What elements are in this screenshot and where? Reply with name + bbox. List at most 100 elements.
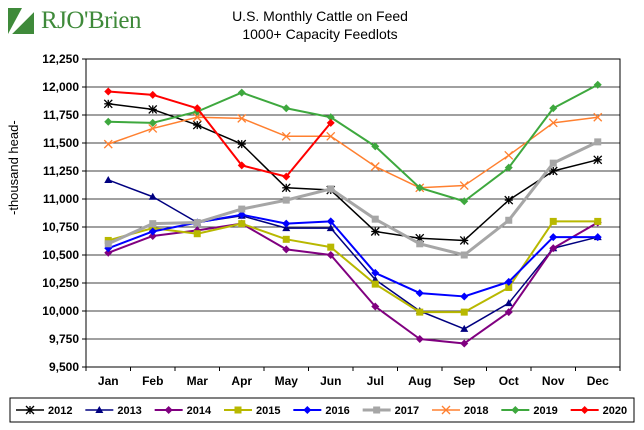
data-point-2015	[327, 243, 335, 251]
y-tick-label: 11,750	[43, 108, 79, 122]
legend-marker	[303, 406, 312, 414]
data-point-2017	[149, 220, 157, 228]
data-point-2018	[504, 150, 514, 160]
legend-marker	[95, 406, 104, 413]
y-tick-label: 11,250	[43, 164, 79, 178]
x-tick-label: Aug	[408, 374, 431, 388]
legend-label: 2014	[187, 405, 212, 417]
data-point-2017	[238, 205, 246, 213]
data-point-2013	[460, 324, 469, 332]
data-point-2016	[504, 277, 513, 286]
x-tick-label: Feb	[142, 374, 163, 388]
marker-stroke	[504, 150, 514, 160]
series-line-2014	[107, 221, 599, 345]
data-point-2016	[460, 292, 469, 301]
x-tick-label: May	[275, 374, 299, 388]
legend-box	[9, 397, 635, 423]
legend-label: 2017	[395, 405, 419, 417]
data-point-2012	[370, 227, 380, 236]
y-tick-label: 12,250	[42, 52, 79, 66]
data-point-2019	[326, 113, 335, 122]
data-point-2017	[371, 215, 379, 223]
y-tick-label: 10,000	[42, 304, 79, 318]
x-tick-label: Oct	[499, 374, 519, 388]
x-tick-label: Jul	[367, 374, 384, 388]
series-line-2013	[107, 179, 598, 330]
data-point-2020	[148, 90, 157, 99]
legend-label: 2019	[533, 405, 557, 417]
data-point-2013	[104, 175, 113, 183]
data-point-2014	[504, 308, 513, 317]
legend-item-2012: 2012	[16, 405, 72, 417]
data-point-2014	[282, 245, 291, 254]
data-point-2018	[593, 112, 603, 122]
legend-item-2019: 2019	[501, 405, 558, 417]
marker-stroke	[370, 162, 380, 171]
data-point-2017	[594, 138, 602, 146]
data-point-2014	[326, 251, 335, 259]
marker-stroke	[548, 118, 558, 128]
data-point-2012	[593, 155, 603, 165]
data-point-2016	[549, 233, 558, 242]
data-point-2019	[104, 117, 113, 126]
data-point-2017	[460, 251, 468, 259]
data-point-2014	[460, 339, 469, 348]
data-point-2018	[148, 123, 158, 133]
series-line-2019	[108, 83, 599, 203]
data-point-2020	[104, 87, 113, 96]
series-line-2017	[107, 140, 599, 257]
plot-area	[85, 58, 621, 368]
data-point-2019	[460, 197, 469, 206]
brand-logo: RJO'Brien	[6, 6, 142, 36]
legend-marker	[441, 405, 451, 415]
marker-stroke	[459, 181, 469, 191]
legend: 2012 2013 2014 2015 2016 2017 2018 2019 2020	[9, 397, 635, 423]
legend-marker	[511, 406, 520, 414]
data-point-2015	[460, 308, 468, 316]
data-point-2014	[549, 244, 558, 253]
marker-stroke	[593, 112, 603, 122]
data-point-2016	[415, 289, 424, 298]
data-point-2016	[371, 268, 380, 277]
data-point-2013	[326, 224, 335, 232]
data-point-2015	[282, 235, 290, 243]
y-tick-label: 10,750	[42, 220, 79, 234]
data-point-2018	[548, 118, 558, 128]
data-point-2019	[549, 104, 558, 113]
marker-stroke	[441, 405, 451, 415]
data-point-2020	[193, 104, 202, 113]
data-point-2014	[415, 335, 424, 343]
legend-label: 2016	[325, 405, 349, 417]
brand-mark-icon	[6, 6, 36, 36]
data-point-2019	[415, 183, 424, 192]
legend-label: 2018	[464, 405, 488, 417]
data-point-2016	[148, 227, 157, 236]
data-point-2018	[192, 112, 202, 122]
x-tick-label: Jan	[98, 374, 119, 388]
data-point-2012	[192, 120, 202, 130]
legend-marker	[234, 406, 242, 414]
series-line-2020	[108, 90, 332, 178]
y-tick-label: 9,750	[49, 332, 79, 346]
data-point-2015	[193, 230, 201, 238]
x-tick-label: Apr	[231, 374, 252, 388]
data-point-2014	[148, 231, 157, 240]
chart-subtitle: 1000+ Capacity Feedlots	[242, 26, 398, 42]
x-tick-label: Jun	[320, 374, 341, 388]
legend-marker	[580, 406, 589, 414]
data-point-2013	[148, 192, 157, 200]
data-point-2020	[237, 161, 246, 170]
data-point-2018	[326, 131, 336, 141]
data-point-2018	[237, 113, 247, 123]
data-point-2019	[371, 142, 380, 151]
marker-stroke	[192, 112, 202, 122]
data-point-2016	[593, 233, 602, 242]
marker-stroke	[326, 131, 336, 141]
series-2020	[104, 87, 335, 181]
data-point-2019	[148, 118, 157, 127]
data-point-2014	[104, 248, 113, 257]
data-point-2019	[237, 88, 246, 97]
data-point-2019	[504, 163, 513, 172]
